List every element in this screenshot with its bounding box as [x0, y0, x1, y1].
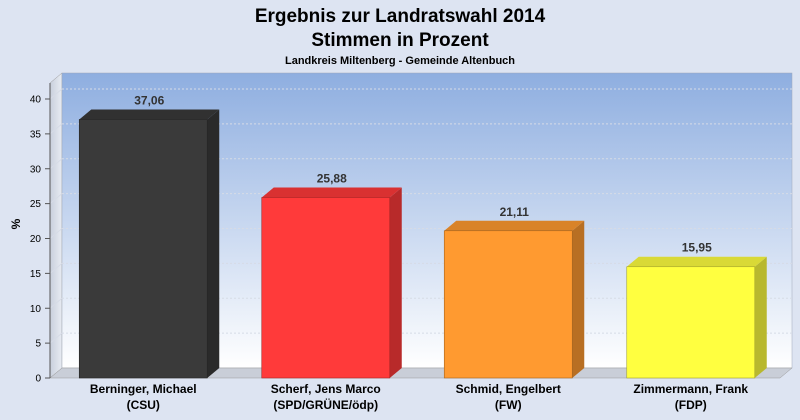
data-label: 37,06 [134, 94, 164, 108]
y-tick-label: 20 [30, 234, 42, 245]
bar-top [626, 256, 767, 267]
bar-side [207, 109, 220, 378]
x-tick-label-party: (CSU) [127, 398, 160, 412]
bars: 37,06 25,88 21,11 15,95 [78, 94, 767, 379]
chart-title-line2: Stimmen in Prozent [311, 30, 489, 51]
x-tick-label-party: (SPD/GRÜNE/ödp) [273, 397, 378, 412]
y-tick-label: 35 [30, 129, 42, 140]
data-label: 21,11 [500, 205, 530, 219]
y-tick-label: 10 [30, 304, 42, 315]
x-tick-label-party: (FDP) [675, 398, 707, 412]
data-label: 15,95 [682, 241, 712, 255]
x-axis: Berninger, Michael (CSU) Scherf, Jens Marc… [90, 382, 749, 412]
grid-line-wall [49, 88, 63, 100]
bar-front [626, 266, 756, 379]
bar-side [572, 220, 585, 378]
bar-0: 37,06 [78, 94, 220, 379]
y-tick-label: 30 [30, 164, 42, 175]
grid-line-wall [49, 297, 63, 309]
bar-3: 15,95 [626, 241, 767, 379]
grid-line-wall [49, 193, 63, 205]
x-tick-label: Schmid, Engelbert [456, 382, 561, 396]
y-axis: 0 5 10 15 20 25 30 35 40 [30, 83, 51, 385]
x-tick-label: Scherf, Jens Marco [271, 382, 381, 396]
chart-title: Ergebnis zur Landratswahl 2014 [255, 6, 546, 27]
y-axis-label: % [9, 218, 23, 229]
y-tick-label: 40 [30, 95, 42, 106]
bar-top [261, 187, 402, 198]
x-tick-label: Zimmermann, Frank [633, 382, 748, 396]
grid-line-wall [49, 228, 63, 239]
bar-top [444, 220, 585, 231]
chart-subtitle: Landkreis Miltenberg - Gemeinde Altenbuc… [285, 55, 515, 67]
y-tick-label: 0 [35, 374, 41, 385]
grid-line-wall [49, 332, 63, 344]
y-tick-label: 5 [35, 339, 41, 350]
grid-line-wall [49, 123, 63, 135]
grid-line-wall [49, 158, 63, 170]
x-tick-label-party: (FW) [495, 398, 522, 412]
y-tick-label: 25 [30, 199, 42, 210]
bar-front [261, 197, 391, 379]
bar-1: 25,88 [261, 171, 402, 379]
bar-front [78, 119, 208, 379]
data-label: 25,88 [317, 171, 347, 185]
x-tick-label: Berninger, Michael [90, 382, 197, 396]
bar-2: 21,11 [443, 205, 585, 379]
y-tick-label: 15 [30, 269, 42, 280]
bar-side [754, 256, 767, 378]
left-wall [49, 72, 63, 379]
grid-line-wall [49, 262, 63, 274]
bar-side [389, 187, 402, 378]
bar-top [79, 109, 220, 120]
bar-front [443, 230, 573, 379]
